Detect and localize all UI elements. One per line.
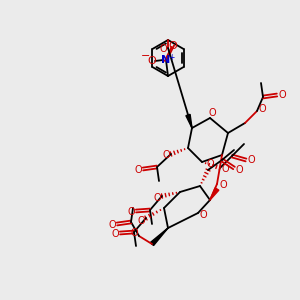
Text: O: O	[148, 56, 156, 66]
Polygon shape	[210, 188, 219, 200]
Text: O: O	[258, 104, 266, 114]
Text: −: −	[141, 51, 151, 61]
Text: O: O	[247, 155, 255, 165]
Polygon shape	[186, 114, 192, 128]
Text: O: O	[108, 220, 116, 230]
Text: O: O	[219, 180, 227, 190]
Text: O: O	[153, 193, 161, 203]
Text: O: O	[169, 41, 177, 51]
Text: O: O	[127, 207, 135, 217]
Text: O: O	[111, 229, 119, 239]
Text: O: O	[130, 228, 138, 238]
Text: O: O	[235, 165, 243, 175]
Polygon shape	[150, 228, 168, 246]
Text: O: O	[162, 150, 170, 160]
Text: O: O	[206, 159, 214, 169]
Text: O: O	[221, 164, 229, 174]
Text: O: O	[199, 210, 207, 220]
Text: O: O	[208, 108, 216, 118]
Text: +: +	[168, 52, 174, 62]
Text: O: O	[137, 216, 145, 226]
Text: N: N	[161, 55, 171, 65]
Text: O: O	[278, 90, 286, 100]
Text: O: O	[134, 165, 142, 175]
Text: O: O	[159, 44, 167, 54]
